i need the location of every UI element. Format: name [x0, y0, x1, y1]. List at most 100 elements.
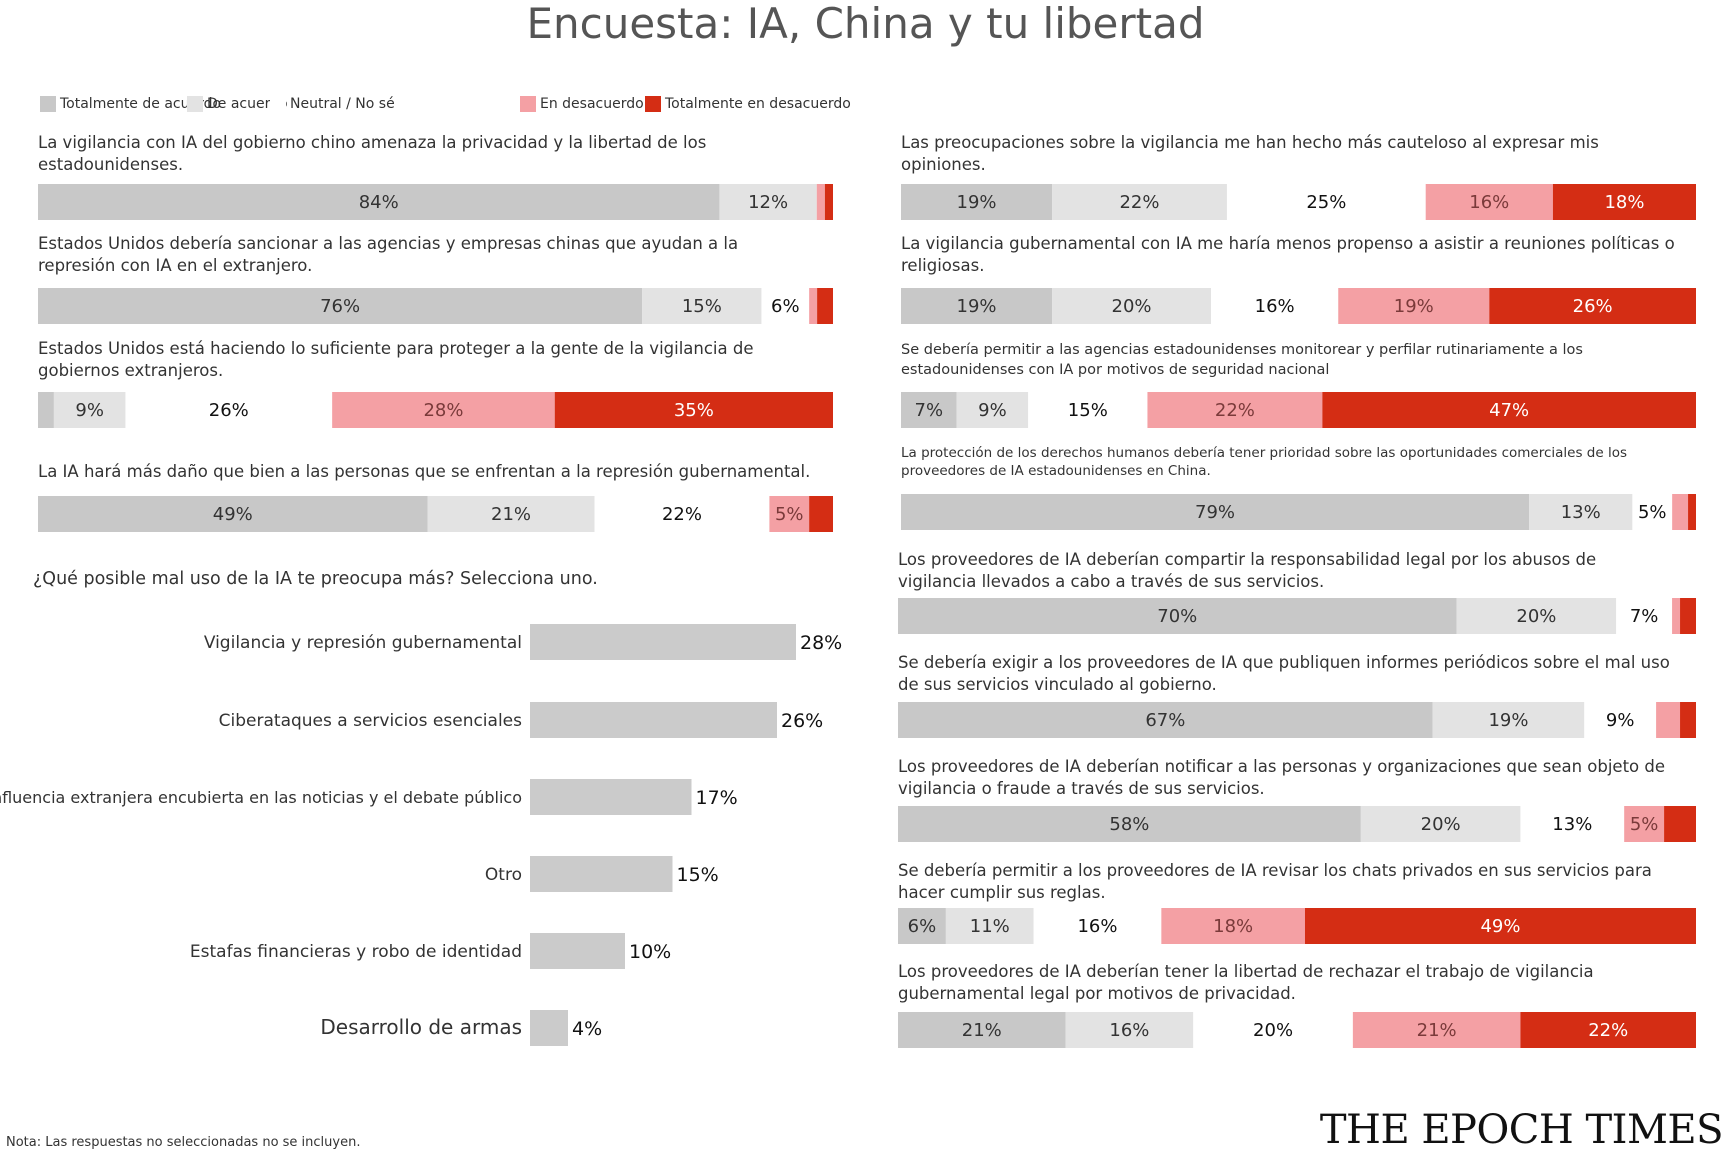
- data-label: 13%: [1552, 814, 1592, 835]
- data-label: 22%: [1588, 1020, 1628, 1041]
- bar-segment: [816, 184, 825, 220]
- data-label: 16%: [1077, 916, 1117, 937]
- stacked-bar: 21% 16% 20% 21% 22%: [898, 1012, 1696, 1048]
- data-label: 9%: [1606, 710, 1635, 731]
- bar-segment: [1322, 392, 1696, 428]
- misuse-bar: [530, 702, 777, 738]
- bar-segment: [898, 908, 946, 944]
- category-label: Desarrollo de armas: [320, 1015, 522, 1039]
- bar-segment: [1529, 494, 1633, 530]
- data-label: 22%: [662, 504, 702, 525]
- data-label: 76%: [320, 296, 360, 317]
- data-label: 20%: [1516, 606, 1556, 627]
- legend-swatch: [40, 96, 56, 112]
- category-label: Estafas financieras y robo de identidad: [190, 942, 522, 962]
- data-label: 16%: [1109, 1020, 1149, 1041]
- chart-title: Encuesta: IA, China y tu libertad: [526, 0, 1205, 48]
- bar-segment: [824, 184, 833, 220]
- category-label: Otro: [485, 865, 522, 885]
- data-label: 19%: [1488, 710, 1528, 731]
- bar-segment: [1680, 598, 1696, 634]
- misuse-bar: [530, 933, 625, 969]
- stacked-bar: 6% 11% 16% 18% 49%: [898, 908, 1696, 944]
- question-text: Se debería permitir a las agencias estad…: [901, 342, 1583, 378]
- category-label: Influencia extranjera encubierta en las …: [0, 788, 522, 807]
- question-text: La vigilancia gubernamental con IA me ha…: [901, 234, 1675, 275]
- data-label: 49%: [1480, 916, 1520, 937]
- data-label: 79%: [1195, 502, 1235, 523]
- legend-label: En desacuerdo: [540, 96, 644, 112]
- bar-segment: [1520, 806, 1625, 842]
- data-label: 18%: [1604, 192, 1644, 213]
- stacked-bar: 76% 15% 6%: [38, 288, 833, 324]
- bar-segment: [1616, 598, 1673, 634]
- bar-segment: [1425, 184, 1553, 220]
- bar-segment: [1456, 598, 1617, 634]
- misuse-bar: [530, 624, 796, 660]
- legend-item-strongly-disagree: Totalmente en desacuerdo: [645, 93, 851, 115]
- legend-swatch: [187, 96, 203, 112]
- data-label: 20%: [1253, 1020, 1293, 1041]
- legend-label: Totalmente de acuerdo: [60, 96, 222, 112]
- data-label: 7%: [1630, 606, 1659, 627]
- bar-segment: [53, 392, 126, 428]
- data-label: 15%: [682, 296, 722, 317]
- data-label: 22%: [1119, 192, 1159, 213]
- bar-segment: [1033, 908, 1162, 944]
- value-label: 26%: [781, 710, 823, 732]
- bar-segment: [1624, 806, 1665, 842]
- bar-segment: [38, 392, 54, 428]
- legend-label: De acuerdo: [207, 96, 288, 112]
- data-label: 84%: [359, 192, 399, 213]
- data-label: 16%: [1469, 192, 1509, 213]
- data-label: 11%: [970, 916, 1010, 937]
- data-label: 22%: [1215, 400, 1255, 421]
- question-text: La vigilancia con IA del gobierno chino …: [38, 133, 707, 174]
- footnote: Nota: Las respuestas no seleccionadas no…: [6, 1135, 361, 1150]
- bar-segment: [1211, 288, 1339, 324]
- data-label: 19%: [957, 296, 997, 317]
- data-label: 18%: [1213, 916, 1253, 937]
- bar-segment: [427, 496, 595, 532]
- bar-segment: [1028, 392, 1148, 428]
- stacked-bar: 19% 20% 16% 19% 26%: [901, 288, 1696, 324]
- data-label: 6%: [771, 296, 800, 317]
- bar-segment: [1432, 702, 1585, 738]
- value-label: 4%: [572, 1018, 602, 1040]
- data-label: 21%: [1417, 1020, 1457, 1041]
- bar-segment: [38, 184, 720, 220]
- bar-segment: [901, 494, 1530, 530]
- bar-segment: [1352, 1012, 1521, 1048]
- bar-segment: [898, 702, 1433, 738]
- legend-label: Totalmente en desacuerdo: [665, 96, 851, 112]
- bar-segment: [1584, 702, 1657, 738]
- bar-segment: [809, 288, 818, 324]
- legend-swatch: [270, 96, 286, 112]
- data-label: 49%: [213, 504, 253, 525]
- data-label: 21%: [491, 504, 531, 525]
- data-label: 58%: [1109, 814, 1149, 835]
- question-text: Los proveedores de IA deberían tener la …: [898, 962, 1594, 1003]
- bar-segment: [554, 392, 833, 428]
- stacked-bar: 49% 21% 22% 5%: [38, 496, 833, 532]
- data-label: 20%: [1421, 814, 1461, 835]
- data-label: 28%: [423, 400, 463, 421]
- value-label: 28%: [800, 632, 842, 654]
- bar-segment: [761, 288, 810, 324]
- data-label: 19%: [1394, 296, 1434, 317]
- bar-segment: [898, 806, 1361, 842]
- bar-segment: [1672, 598, 1681, 634]
- data-label: 5%: [1638, 502, 1667, 523]
- stacked-bar: 9% 26% 28% 35%: [38, 392, 833, 428]
- bar-segment: [1489, 288, 1696, 324]
- bar-segment: [1147, 392, 1323, 428]
- question-text: Se debería permitir a los proveedores de…: [898, 861, 1652, 902]
- stacked-bar: 79% 13% 5%: [901, 494, 1696, 530]
- bar-segment: [1688, 494, 1696, 530]
- bar-segment: [1226, 184, 1426, 220]
- question-text: Estados Unidos debería sancionar a las a…: [38, 234, 739, 275]
- misuse-bar: [530, 856, 673, 892]
- bar-segment: [945, 908, 1034, 944]
- bar-segment: [817, 288, 833, 324]
- bar-segment: [125, 392, 333, 428]
